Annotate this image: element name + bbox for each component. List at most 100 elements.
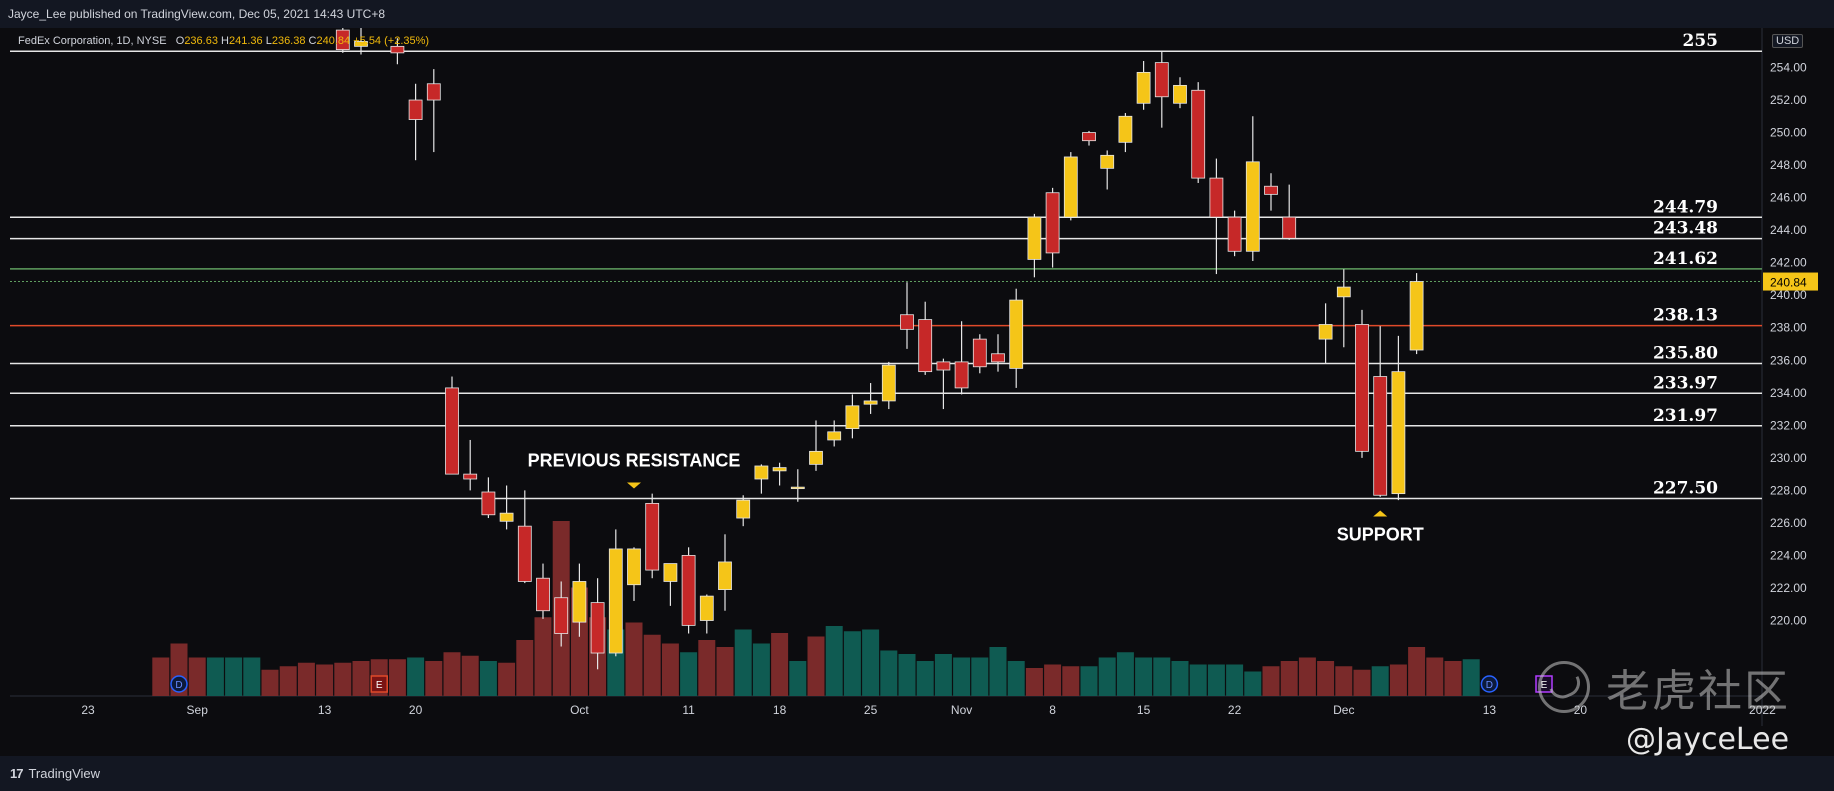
volume-bar (188, 657, 206, 696)
volume-bar (1426, 657, 1444, 696)
earnings-marker (370, 675, 388, 693)
candle-body (1082, 132, 1096, 142)
candle-body (699, 595, 714, 621)
earnings-marker-label: E (376, 680, 383, 691)
volume-bar (534, 617, 552, 696)
volume-bar (1262, 666, 1280, 696)
open-value: 236.63 (184, 35, 218, 47)
candle-body (754, 465, 769, 480)
author-handle: @JayceLee (1626, 722, 1790, 757)
last-price-tag-label: 240.84 (1770, 276, 1807, 290)
volume-bar (1116, 652, 1134, 696)
volume-bar (825, 626, 843, 696)
price-tick-label: 238.00 (1770, 321, 1807, 335)
volume-bar (498, 662, 516, 696)
volume-bar (789, 661, 807, 696)
time-tick-label: 18 (773, 703, 787, 717)
volume-bar (479, 661, 497, 696)
volume-bar (698, 640, 716, 696)
time-tick-label: 25 (864, 703, 878, 717)
candle-body (1009, 299, 1024, 369)
open-key: O (175, 35, 185, 47)
volume-bar (934, 654, 952, 696)
time-tick-label: 23 (81, 703, 95, 717)
publish-bar: Jayce_Lee published on TradingView.com, … (0, 0, 1834, 28)
low-key: L (265, 35, 272, 47)
volume-bar (1153, 657, 1171, 696)
currency-label[interactable]: USD (1772, 34, 1804, 48)
candle-body (681, 555, 696, 626)
annotation-label: SUPPORT (1337, 525, 1424, 545)
level-label: 243.48 (1653, 219, 1718, 239)
volume-bar (1044, 664, 1062, 696)
volume-bar (316, 664, 334, 696)
volume-bar (243, 657, 261, 696)
price-tick-label: 244.00 (1770, 223, 1807, 237)
time-tick-label: 15 (1137, 703, 1151, 717)
price-tick-label: 236.00 (1770, 353, 1807, 367)
close-value: 240.84 (316, 35, 351, 47)
candle-body (918, 319, 933, 373)
price-tick-label: 254.00 (1770, 61, 1807, 75)
level-label: 238.13 (1653, 306, 1718, 326)
low-value: 236.38 (271, 35, 306, 47)
candle-body (881, 364, 896, 402)
candle-body (335, 29, 350, 51)
tradingview-logo[interactable]: 17 TradingView (10, 766, 100, 781)
candle-body (900, 314, 914, 330)
candle-body (390, 45, 405, 54)
candle-body (426, 83, 441, 101)
candle-body (1027, 216, 1042, 260)
volume-bar (843, 631, 861, 696)
candle-body (718, 561, 732, 590)
volume-bar (1444, 661, 1462, 696)
candle-body (1154, 62, 1169, 98)
volume-bar (206, 657, 224, 696)
volume-bar (1025, 668, 1043, 696)
candle-body (536, 577, 550, 612)
price-tick-label: 230.00 (1770, 451, 1807, 465)
volume-bar (953, 657, 971, 696)
time-tick-label: Oct (570, 703, 589, 717)
volume-bar (643, 634, 661, 696)
change-value: +5.54 (+2.35%) (353, 35, 430, 47)
candle-body (608, 548, 623, 654)
time-tick-label: 20 (409, 703, 423, 717)
candle-body (645, 502, 660, 571)
volume-bar (297, 662, 315, 696)
time-tick-label: 13 (318, 703, 332, 717)
level-label: 227.50 (1653, 479, 1718, 499)
volume-bar (625, 622, 643, 696)
candle-body (809, 450, 823, 465)
time-tick-label: 11 (682, 703, 695, 717)
tradingview-brand: TradingView (28, 766, 101, 781)
candle-body (1227, 216, 1242, 252)
candle-body (936, 361, 951, 371)
candle-body (1245, 161, 1260, 252)
volume-bar (1462, 659, 1480, 696)
candle-body (445, 387, 459, 475)
volume-bar (1353, 669, 1371, 696)
candle-body (1209, 177, 1224, 218)
price-tick-label: 220.00 (1770, 614, 1807, 628)
publish-info: Jayce_Lee published on TradingView.com, … (8, 7, 386, 21)
candle-body (1191, 89, 1206, 179)
volume-bar (807, 636, 825, 696)
volume-bar (989, 647, 1007, 696)
watermark-logo-icon (1538, 661, 1590, 713)
volume-bar (1207, 664, 1225, 696)
dividend-marker-label: D (1486, 680, 1493, 691)
chart-frame (0, 28, 1834, 756)
candle-body (790, 486, 805, 490)
price-tick-label: 252.00 (1770, 93, 1807, 107)
candle-body (481, 491, 496, 516)
candle-body (1118, 115, 1133, 143)
candle-body (1282, 216, 1297, 239)
volume-bar (971, 657, 989, 696)
price-tick-label: 234.00 (1770, 386, 1807, 400)
level-label: 235.80 (1653, 344, 1718, 364)
volume-bar (1335, 666, 1353, 696)
last-price-tag (1763, 272, 1818, 291)
level-label: 231.97 (1653, 406, 1718, 426)
